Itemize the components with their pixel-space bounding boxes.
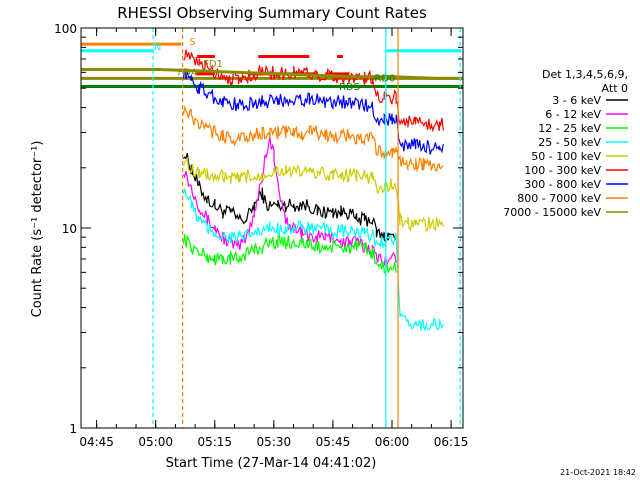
series-line-6 (182, 68, 444, 155)
legend-label-2: 12 - 25 keV (538, 122, 601, 135)
legend-header-0: Det 1,3,4,5,6,9, (542, 68, 628, 81)
annotation-4: RD0 (374, 74, 395, 85)
series-line-5 (183, 49, 444, 133)
series-line-3 (182, 188, 444, 332)
x-tick-label-5: 06:00 (375, 435, 410, 449)
y-tick-label-0: 1 (69, 422, 77, 436)
x-tick-label-1: 05:00 (138, 435, 173, 449)
legend-label-7: 800 - 7000 keV (517, 192, 601, 205)
annotation-5: RDS (339, 82, 360, 93)
legend-label-0: 3 - 6 keV (552, 94, 601, 107)
flag-bars (81, 42, 463, 88)
legend-label-6: 300 - 800 keV (524, 178, 601, 191)
legend-label-1: 6 - 12 keV (545, 108, 601, 121)
x-tick-label-4: 05:45 (316, 435, 351, 449)
annotation-3: FDA (177, 67, 197, 78)
x-tick-label-2: 05:15 (197, 435, 232, 449)
legend-label-3: 25 - 50 keV (538, 136, 601, 149)
footer-timestamp: 21-Oct-2021 18:42 (560, 468, 636, 477)
annotation-0: S (189, 37, 195, 48)
series-line-1 (182, 136, 397, 268)
axes: 04:45 05:00 05:15 05:30 05:45 06:00 06:15 1 10 10… (54, 22, 468, 449)
x-axis-label: Start Time (27-Mar-14 04:41:02) (166, 456, 377, 471)
series-line-2 (182, 233, 397, 275)
annotation-2: FD1 (203, 59, 223, 70)
y-axis-label: Count Rate (s⁻¹ detector⁻¹) (30, 141, 45, 318)
x-tick-label-0: 04:45 (79, 435, 114, 449)
legend-label-5: 100 - 300 keV (524, 164, 601, 177)
flag-annotations: S N FD1 FDA RD0 RDS (154, 37, 396, 93)
legend-label-8: 7000 - 15000 keV (503, 206, 601, 219)
y-tick-label-1: 10 (62, 222, 77, 236)
legend-label-4: 50 - 100 keV (531, 150, 601, 163)
series-line-8 (81, 68, 463, 80)
series-line-4 (182, 157, 444, 232)
x-tick-label-6: 06:15 (434, 435, 469, 449)
series-line-0 (182, 153, 397, 243)
chart-title: RHESSI Observing Summary Count Rates (117, 4, 427, 22)
y-tick-label-2: 100 (54, 22, 77, 36)
x-tick-label-3: 05:30 (257, 435, 292, 449)
series-line-7 (182, 104, 444, 173)
data-series (81, 49, 463, 332)
legend-header-1: Att 0 (602, 82, 628, 95)
annotation-1: N (154, 43, 161, 54)
